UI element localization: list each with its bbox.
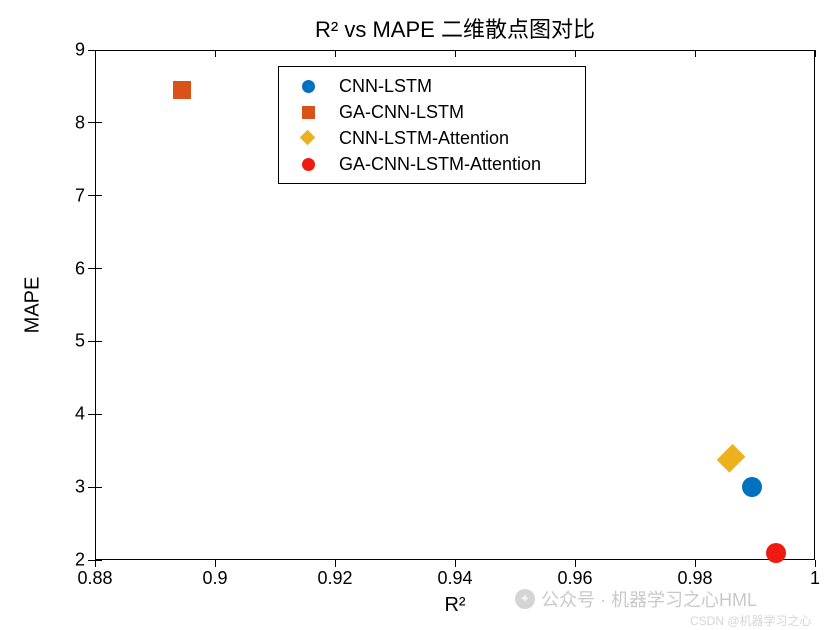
y-tick-label: 5 [65, 331, 85, 352]
y-tick [95, 268, 102, 269]
x-tick [815, 50, 816, 57]
legend-label: GA-CNN-LSTM-Attention [339, 154, 541, 175]
y-tick [88, 560, 95, 561]
x-tick [695, 560, 696, 567]
x-tick-label: 0.96 [557, 568, 592, 589]
legend-item: GA-CNN-LSTM-Attention [289, 151, 573, 177]
y-tick-label: 9 [65, 40, 85, 61]
legend: CNN-LSTM GA-CNN-LSTM CNN-LSTM-Attention GA-… [278, 66, 586, 184]
watermark-secondary: CSDN @机器学习之心 [690, 612, 812, 629]
y-tick [95, 195, 102, 196]
y-tick [88, 122, 95, 123]
legend-item: GA-CNN-LSTM [289, 99, 573, 125]
y-tick [88, 341, 95, 342]
y-tick-label: 2 [65, 550, 85, 571]
y-tick [88, 268, 95, 269]
y-tick [95, 487, 102, 488]
legend-label: CNN-LSTM-Attention [339, 128, 509, 149]
y-tick-label: 8 [65, 112, 85, 133]
legend-swatch [289, 154, 327, 174]
y-tick [95, 560, 102, 561]
data-point [742, 477, 762, 497]
chart-title: R² vs MAPE 二维散点图对比 [315, 12, 595, 44]
y-axis-label: MAPE [22, 277, 45, 334]
y-tick [88, 195, 95, 196]
y-tick [95, 341, 102, 342]
chart-root: R² vs MAPE 二维散点图对比 MAPE R² CNN-LSTM GA-CN… [0, 0, 840, 630]
y-tick-label: 6 [65, 258, 85, 279]
x-tick-label: 0.94 [437, 568, 472, 589]
y-tick [95, 414, 102, 415]
x-tick-label: 0.98 [677, 568, 712, 589]
x-tick [695, 50, 696, 57]
y-tick-label: 7 [65, 185, 85, 206]
legend-item: CNN-LSTM [289, 73, 573, 99]
x-tick-label: 0.92 [317, 568, 352, 589]
x-tick [95, 560, 96, 567]
y-tick-label: 3 [65, 477, 85, 498]
x-axis-label: R² [444, 594, 465, 617]
x-tick [455, 560, 456, 567]
x-tick [575, 560, 576, 567]
y-tick [88, 487, 95, 488]
y-tick [88, 50, 95, 51]
y-tick-label: 4 [65, 404, 85, 425]
data-point [766, 543, 786, 563]
wechat-icon: ✦ [515, 589, 535, 609]
y-tick [95, 50, 102, 51]
legend-label: CNN-LSTM [339, 76, 432, 97]
watermark-main: ✦ 公众号 · 机器学习之心HML [515, 586, 757, 612]
x-tick-label: 1 [810, 568, 820, 589]
legend-swatch [289, 102, 327, 122]
x-tick [575, 50, 576, 57]
y-tick [88, 414, 95, 415]
legend-swatch [289, 76, 327, 96]
x-tick [215, 560, 216, 567]
x-tick-label: 0.88 [77, 568, 112, 589]
x-tick [215, 50, 216, 57]
x-tick [335, 560, 336, 567]
data-point [173, 81, 191, 99]
x-tick [455, 50, 456, 57]
watermark-main-text: 公众号 · 机器学习之心HML [541, 586, 757, 612]
x-tick-label: 0.9 [202, 568, 227, 589]
x-tick [815, 560, 816, 567]
legend-item: CNN-LSTM-Attention [289, 125, 573, 151]
x-tick [95, 50, 96, 57]
legend-label: GA-CNN-LSTM [339, 102, 464, 123]
x-tick [335, 50, 336, 57]
legend-swatch [289, 128, 327, 148]
y-tick [95, 122, 102, 123]
